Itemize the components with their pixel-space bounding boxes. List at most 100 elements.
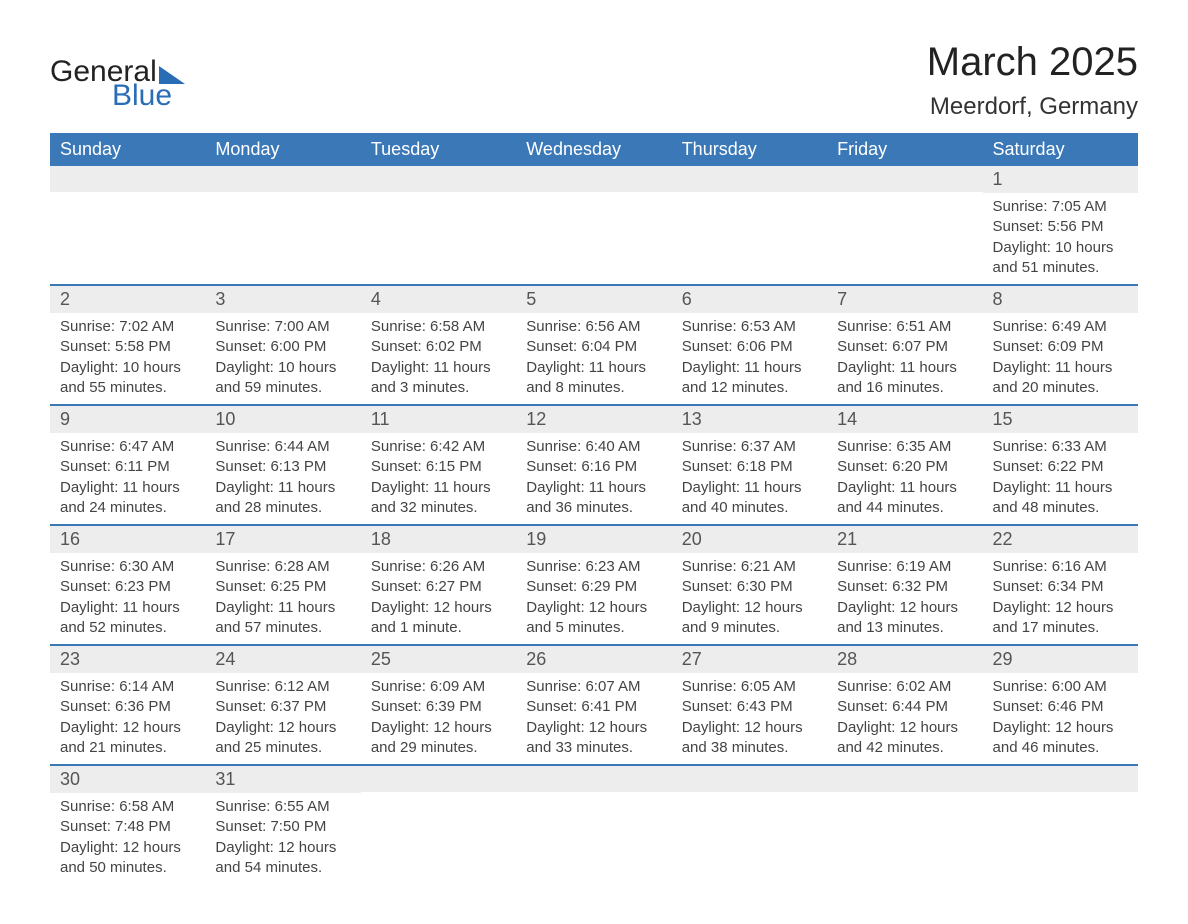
sunrise-value: 6:00 AM bbox=[1052, 678, 1107, 695]
day-data: Sunrise: 6:51 AMSunset: 6:07 PMDaylight:… bbox=[827, 313, 982, 404]
sunset-line: Sunset: 6:13 PM bbox=[215, 457, 350, 477]
sunrise-value: 6:58 AM bbox=[430, 318, 485, 335]
sunrise-value: 6:30 AM bbox=[119, 558, 174, 575]
sunrise-label: Sunrise: bbox=[60, 798, 119, 815]
sunset-line: Sunset: 5:56 PM bbox=[993, 217, 1128, 237]
sunset-line: Sunset: 7:48 PM bbox=[60, 817, 195, 837]
day-number: 2 bbox=[50, 286, 205, 313]
sunrise-label: Sunrise: bbox=[682, 318, 741, 335]
sunset-line: Sunset: 6:02 PM bbox=[371, 337, 506, 357]
day-data bbox=[516, 792, 671, 862]
sunrise-value: 6:19 AM bbox=[896, 558, 951, 575]
sunrise-label: Sunrise: bbox=[371, 438, 430, 455]
sunset-line: Sunset: 6:22 PM bbox=[993, 457, 1128, 477]
daylight-label: Daylight: bbox=[215, 479, 278, 496]
sunset-line: Sunset: 6:46 PM bbox=[993, 697, 1128, 717]
day-number: 4 bbox=[361, 286, 516, 313]
calendar-cell bbox=[983, 765, 1138, 884]
day-data: Sunrise: 6:55 AMSunset: 7:50 PMDaylight:… bbox=[205, 793, 360, 884]
daylight-label: Daylight: bbox=[837, 359, 900, 376]
sunrise-value: 7:00 AM bbox=[275, 318, 330, 335]
day-number: 11 bbox=[361, 406, 516, 433]
sunrise-line: Sunrise: 6:23 AM bbox=[526, 557, 661, 577]
sunrise-line: Sunrise: 7:05 AM bbox=[993, 197, 1128, 217]
daylight-label: Daylight: bbox=[371, 359, 434, 376]
daylight-line: Daylight: 11 hours and 57 minutes. bbox=[215, 598, 350, 639]
calendar-table: SundayMondayTuesdayWednesdayThursdayFrid… bbox=[50, 133, 1138, 884]
sunrise-line: Sunrise: 6:42 AM bbox=[371, 437, 506, 457]
day-data: Sunrise: 6:16 AMSunset: 6:34 PMDaylight:… bbox=[983, 553, 1138, 644]
calendar-cell: 11Sunrise: 6:42 AMSunset: 6:15 PMDayligh… bbox=[361, 405, 516, 525]
sunset-value: 7:48 PM bbox=[115, 818, 171, 835]
sunrise-line: Sunrise: 6:33 AM bbox=[993, 437, 1128, 457]
sunrise-value: 6:09 AM bbox=[430, 678, 485, 695]
logo: General Blue bbox=[50, 40, 185, 109]
calendar-cell: 10Sunrise: 6:44 AMSunset: 6:13 PMDayligh… bbox=[205, 405, 360, 525]
daylight-label: Daylight: bbox=[993, 359, 1056, 376]
sunrise-line: Sunrise: 6:12 AM bbox=[215, 677, 350, 697]
calendar-week: 16Sunrise: 6:30 AMSunset: 6:23 PMDayligh… bbox=[50, 525, 1138, 645]
day-number: 29 bbox=[983, 646, 1138, 673]
calendar-cell: 6Sunrise: 6:53 AMSunset: 6:06 PMDaylight… bbox=[672, 285, 827, 405]
sunset-line: Sunset: 6:04 PM bbox=[526, 337, 661, 357]
daylight-label: Daylight: bbox=[526, 479, 589, 496]
day-data bbox=[827, 792, 982, 862]
sunrise-value: 6:53 AM bbox=[741, 318, 796, 335]
sunset-label: Sunset: bbox=[682, 578, 737, 595]
sunrise-label: Sunrise: bbox=[526, 678, 585, 695]
day-data bbox=[205, 192, 360, 262]
sunrise-value: 6:02 AM bbox=[896, 678, 951, 695]
sunset-label: Sunset: bbox=[837, 698, 892, 715]
calendar-week: 2Sunrise: 7:02 AMSunset: 5:58 PMDaylight… bbox=[50, 285, 1138, 405]
sunrise-line: Sunrise: 6:16 AM bbox=[993, 557, 1128, 577]
sunset-line: Sunset: 6:37 PM bbox=[215, 697, 350, 717]
sunset-line: Sunset: 6:36 PM bbox=[60, 697, 195, 717]
day-data: Sunrise: 6:28 AMSunset: 6:25 PMDaylight:… bbox=[205, 553, 360, 644]
sunrise-value: 7:02 AM bbox=[119, 318, 174, 335]
day-number: 18 bbox=[361, 526, 516, 553]
day-data: Sunrise: 7:02 AMSunset: 5:58 PMDaylight:… bbox=[50, 313, 205, 404]
sunset-label: Sunset: bbox=[60, 698, 115, 715]
daylight-line: Daylight: 11 hours and 32 minutes. bbox=[371, 478, 506, 519]
weekday-header: Wednesday bbox=[516, 133, 671, 166]
daylight-line: Daylight: 11 hours and 3 minutes. bbox=[371, 358, 506, 399]
sunrise-label: Sunrise: bbox=[993, 558, 1052, 575]
sunrise-label: Sunrise: bbox=[993, 198, 1052, 215]
sunset-value: 6:09 PM bbox=[1048, 338, 1104, 355]
daylight-line: Daylight: 11 hours and 40 minutes. bbox=[682, 478, 817, 519]
day-data: Sunrise: 6:56 AMSunset: 6:04 PMDaylight:… bbox=[516, 313, 671, 404]
sunrise-value: 6:51 AM bbox=[896, 318, 951, 335]
sunrise-label: Sunrise: bbox=[60, 318, 119, 335]
daylight-line: Daylight: 10 hours and 55 minutes. bbox=[60, 358, 195, 399]
sunset-label: Sunset: bbox=[60, 578, 115, 595]
sunrise-line: Sunrise: 6:02 AM bbox=[837, 677, 972, 697]
day-number bbox=[672, 166, 827, 192]
logo-triangle-icon bbox=[159, 62, 185, 88]
day-number: 28 bbox=[827, 646, 982, 673]
sunset-value: 6:22 PM bbox=[1048, 458, 1104, 475]
calendar-cell bbox=[827, 166, 982, 285]
daylight-label: Daylight: bbox=[837, 599, 900, 616]
sunset-value: 5:56 PM bbox=[1048, 218, 1104, 235]
sunset-label: Sunset: bbox=[215, 338, 270, 355]
sunrise-line: Sunrise: 6:47 AM bbox=[60, 437, 195, 457]
daylight-line: Daylight: 11 hours and 20 minutes. bbox=[993, 358, 1128, 399]
calendar-cell: 15Sunrise: 6:33 AMSunset: 6:22 PMDayligh… bbox=[983, 405, 1138, 525]
day-data: Sunrise: 6:58 AMSunset: 6:02 PMDaylight:… bbox=[361, 313, 516, 404]
daylight-label: Daylight: bbox=[526, 599, 589, 616]
day-data: Sunrise: 6:07 AMSunset: 6:41 PMDaylight:… bbox=[516, 673, 671, 764]
daylight-line: Daylight: 12 hours and 50 minutes. bbox=[60, 838, 195, 879]
daylight-line: Daylight: 10 hours and 59 minutes. bbox=[215, 358, 350, 399]
sunset-label: Sunset: bbox=[837, 458, 892, 475]
sunset-label: Sunset: bbox=[682, 698, 737, 715]
sunset-value: 6:25 PM bbox=[270, 578, 326, 595]
sunset-label: Sunset: bbox=[60, 338, 115, 355]
weekday-header: Thursday bbox=[672, 133, 827, 166]
daylight-label: Daylight: bbox=[682, 359, 745, 376]
day-number: 31 bbox=[205, 766, 360, 793]
sunset-line: Sunset: 7:50 PM bbox=[215, 817, 350, 837]
calendar-cell bbox=[50, 166, 205, 285]
sunrise-label: Sunrise: bbox=[837, 438, 896, 455]
sunset-value: 6:29 PM bbox=[581, 578, 637, 595]
sunrise-value: 6:07 AM bbox=[585, 678, 640, 695]
